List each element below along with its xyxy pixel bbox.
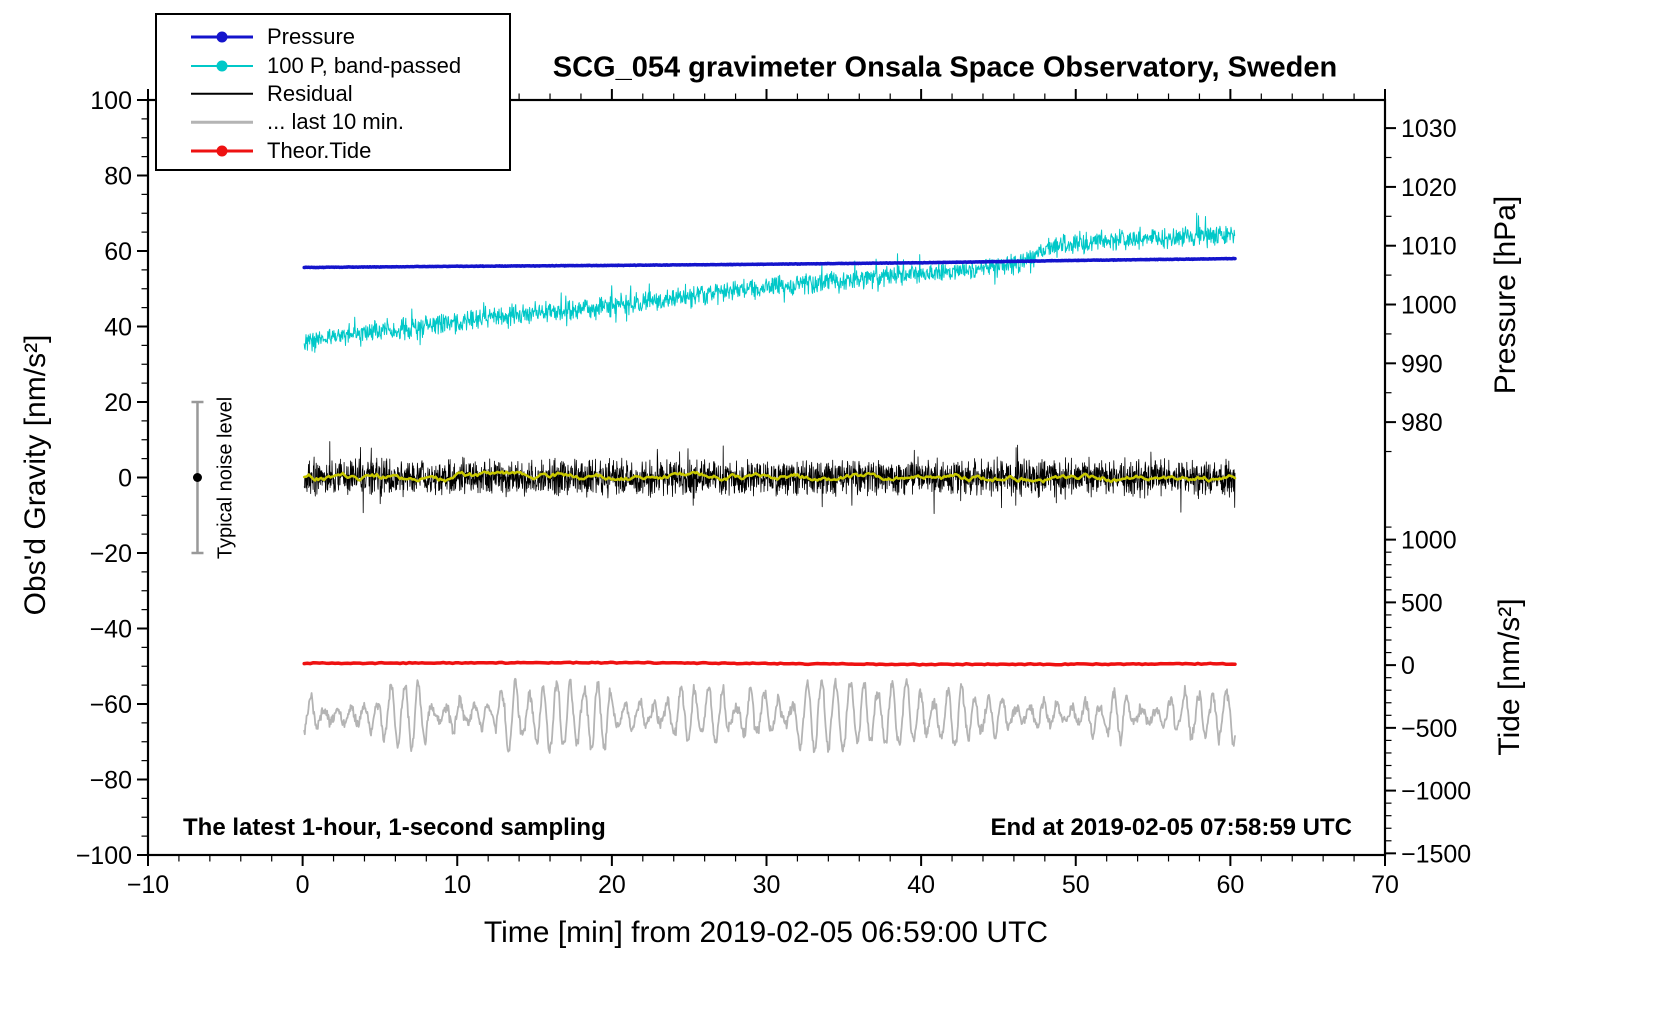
x-tick-label: 30 [753, 871, 781, 899]
gravity-axis-ticks: −100 −80 −60 −40 −20 0 20 40 60 80 100 [76, 87, 147, 870]
plot-border [146, 98, 1387, 857]
pressure-axis-ticks: 1030 1020 1010 1000 990 980 [1386, 115, 1457, 453]
tide-axis-ticks: 1000 500 0 −500 −1000 −1500 [1386, 526, 1471, 868]
gravity-tick-label: 60 [104, 238, 132, 266]
legend-marker-100-p-band-passed [191, 60, 253, 72]
legend-item-residual: Residual [157, 80, 509, 108]
tide-axis-ticks-tick-label: 1000 [1401, 527, 1457, 555]
x-tick-label: 50 [1062, 871, 1090, 899]
x-tick-label: 10 [443, 871, 471, 899]
y-axis-label-gravity: Obs'd Gravity [nm/s²] [19, 334, 52, 616]
y-axis-label-pressure: Pressure [hPa] [1489, 195, 1522, 395]
chart-title: SCG_054 gravimeter Onsala Space Observat… [552, 51, 1338, 84]
series-theor-tide-line [302, 660, 1237, 667]
legend-label: Theor.Tide [267, 137, 372, 163]
legend-item-theor-tide: Theor.Tide [157, 137, 509, 165]
annotation-end-time: End at 2019-02-05 07:58:59 UTC [990, 814, 1353, 841]
pressure-axis-ticks-tick-label: 1030 [1401, 115, 1457, 143]
tide-axis-ticks-tick-label: −500 [1401, 715, 1457, 743]
pressure-axis-ticks-tick-label: 990 [1401, 350, 1443, 378]
tide-axis-ticks-tick-label: 500 [1401, 589, 1443, 617]
tide-axis-ticks-tick-label: −1500 [1401, 840, 1471, 868]
gravity-tick-label: 20 [104, 389, 132, 417]
legend-item-100-p-band-passed: 100 P, band-passed [157, 51, 509, 79]
noise-bar-dot [192, 473, 202, 482]
legend-label: 100 P, band-passed [267, 52, 462, 78]
pressure-axis-ticks-tick-label: 1010 [1401, 233, 1457, 261]
series-residual-last-10-min-line [303, 677, 1236, 754]
y-axis-label-tide: Tide [nm/s²] [1493, 598, 1526, 756]
x-axis-ticks: −10 0 10 20 30 40 50 60 70 [127, 89, 1399, 899]
legend-item-pressure: Pressure [157, 23, 509, 51]
noise-level-label: Typical noise level [214, 396, 237, 560]
gravity-tick-label: 0 [118, 465, 132, 493]
x-tick-label: −10 [127, 871, 169, 899]
series-pressure-line [302, 256, 1237, 270]
gravity-tick-label: 100 [90, 87, 132, 115]
legend-label: Residual [267, 80, 353, 106]
legend-marker-residual [191, 88, 253, 100]
x-tick-label: 0 [296, 871, 310, 899]
tide-axis-ticks-tick-label: −1000 [1401, 778, 1471, 806]
x-tick-label: 20 [598, 871, 626, 899]
pressure-axis-ticks-tick-label: 980 [1401, 409, 1443, 437]
legend: Pressure 100 P, band-passed Residual ... la… [155, 13, 511, 171]
gravity-tick-label: 40 [104, 314, 132, 342]
legend-label: Pressure [267, 24, 356, 50]
x-tick-label: 40 [907, 871, 935, 899]
annotation-sampling: The latest 1-hour, 1-second sampling [183, 814, 606, 841]
tide-axis-ticks-tick-label: 0 [1401, 652, 1415, 680]
gravity-tick-label: −40 [90, 616, 132, 644]
x-axis-label: Time [min] from 2019-02-05 06:59:00 UTC [483, 916, 1049, 949]
pressure-axis-ticks-tick-label: 1000 [1401, 292, 1457, 320]
data-series [302, 212, 1237, 754]
legend-marker-theor-tide [191, 145, 253, 157]
noise-level-bar [191, 400, 204, 555]
gravity-tick-label: 80 [104, 163, 132, 191]
legend-marker-last-10-min [191, 116, 253, 128]
legend-label: ... last 10 min. [267, 109, 404, 135]
legend-item-last-10-min: ... last 10 min. [157, 108, 509, 136]
pressure-axis-ticks-tick-label: 1020 [1401, 174, 1457, 202]
gravity-tick-label: −100 [76, 842, 132, 870]
legend-marker-pressure [191, 31, 253, 43]
x-tick-label: 70 [1371, 871, 1399, 899]
series-band-passed-pressure-line [303, 212, 1236, 353]
gravity-tick-label: −60 [90, 691, 132, 719]
series-residual-smoothed-line [302, 470, 1237, 484]
gravity-tick-label: −80 [90, 767, 132, 795]
gravity-tick-label: −20 [90, 540, 132, 568]
x-tick-label: 60 [1216, 871, 1244, 899]
plot-frame [146, 98, 1387, 857]
